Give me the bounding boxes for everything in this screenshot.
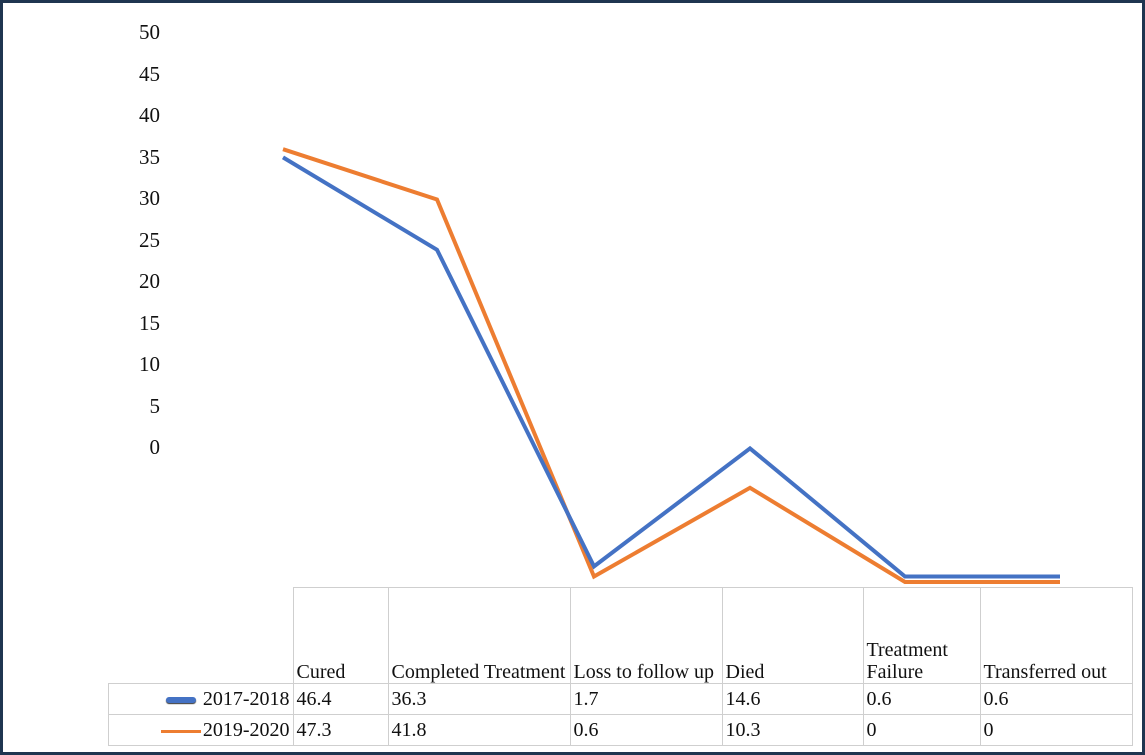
category-label: Treatment Failure [862,587,981,684]
data-label: 0.6 [862,683,981,715]
y-tick-label: 30 [139,186,160,210]
table-row: 2017-2018 46.4 36.3 1.7 14.6 0.6 0.6 [108,683,1133,715]
series-name: 2019-2020 [202,719,290,741]
y-tick-label: 45 [139,61,160,86]
data-label: 46.4 [292,683,389,715]
data-label: 0 [862,714,981,746]
legend-entry: 2017-2018 [108,683,294,715]
legend-entry: 2019-2020 [108,714,294,746]
y-tick-label: 40 [139,103,160,127]
y-tick-label: 35 [139,144,160,169]
data-label: 14.6 [721,683,864,715]
y-tick-label: 10 [139,352,160,376]
data-label: 36.3 [387,683,571,715]
category-label: Died [721,587,864,684]
data-label: 10.3 [721,714,864,746]
y-tick-label: 5 [149,393,161,418]
y-tick-label: 50 [139,20,160,44]
data-label: 0.6 [979,683,1133,715]
series-name: 2017-2018 [202,688,290,710]
table-corner [108,587,294,684]
category-label: Completed Treatment [387,587,571,684]
data-table: Cured Completed Treatment Loss to follow… [108,587,1133,746]
data-label: 47.3 [292,714,389,746]
category-label: Loss to follow up [569,587,723,684]
data-label: 0.6 [569,714,723,746]
category-header-row: Cured Completed Treatment Loss to follow… [108,587,1133,684]
y-tick-label: 25 [139,227,160,252]
legend-swatch [165,697,196,704]
legend-swatch [160,729,201,733]
data-label: 1.7 [569,683,723,715]
series-line-2017-2018 [281,155,1060,579]
category-label: Cured [292,587,389,684]
series-line-2019-2020 [282,147,1060,584]
y-tick-label: 20 [139,269,160,293]
y-tick-label: 15 [139,310,160,335]
category-label: Transferred out [979,587,1133,684]
data-label: 41.8 [387,714,571,746]
table-row: 2019-2020 47.3 41.8 0.6 10.3 0 0 [108,714,1133,746]
y-tick-label: 0 [149,435,161,459]
data-label: 0 [979,714,1133,746]
